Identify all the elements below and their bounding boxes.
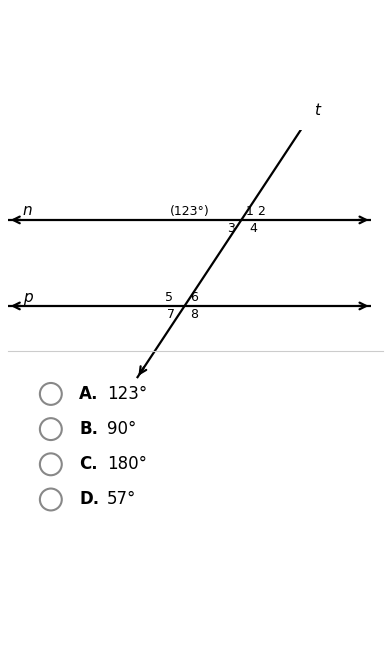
Text: 6: 6 <box>190 291 197 304</box>
Text: 7: 7 <box>167 308 175 321</box>
Text: B.: B. <box>79 420 99 438</box>
Text: D.: D. <box>79 490 99 508</box>
Text: (123°): (123°) <box>169 205 209 218</box>
Text: t: t <box>314 103 320 118</box>
Text: 1: 1 <box>246 205 253 218</box>
Text: 180°: 180° <box>107 455 147 473</box>
Text: 90°: 90° <box>107 420 136 438</box>
Text: C.: C. <box>79 455 98 473</box>
Text: 8: 8 <box>190 308 197 321</box>
Text: 123°: 123° <box>107 385 147 403</box>
Text: A.: A. <box>79 385 99 403</box>
Text: 3: 3 <box>228 222 235 235</box>
Text: 5: 5 <box>165 291 173 304</box>
Text: 4: 4 <box>249 222 257 235</box>
Text: p: p <box>23 290 32 305</box>
Text: 57°: 57° <box>107 490 136 508</box>
Text: n: n <box>23 202 32 217</box>
Text: 2: 2 <box>257 205 265 218</box>
